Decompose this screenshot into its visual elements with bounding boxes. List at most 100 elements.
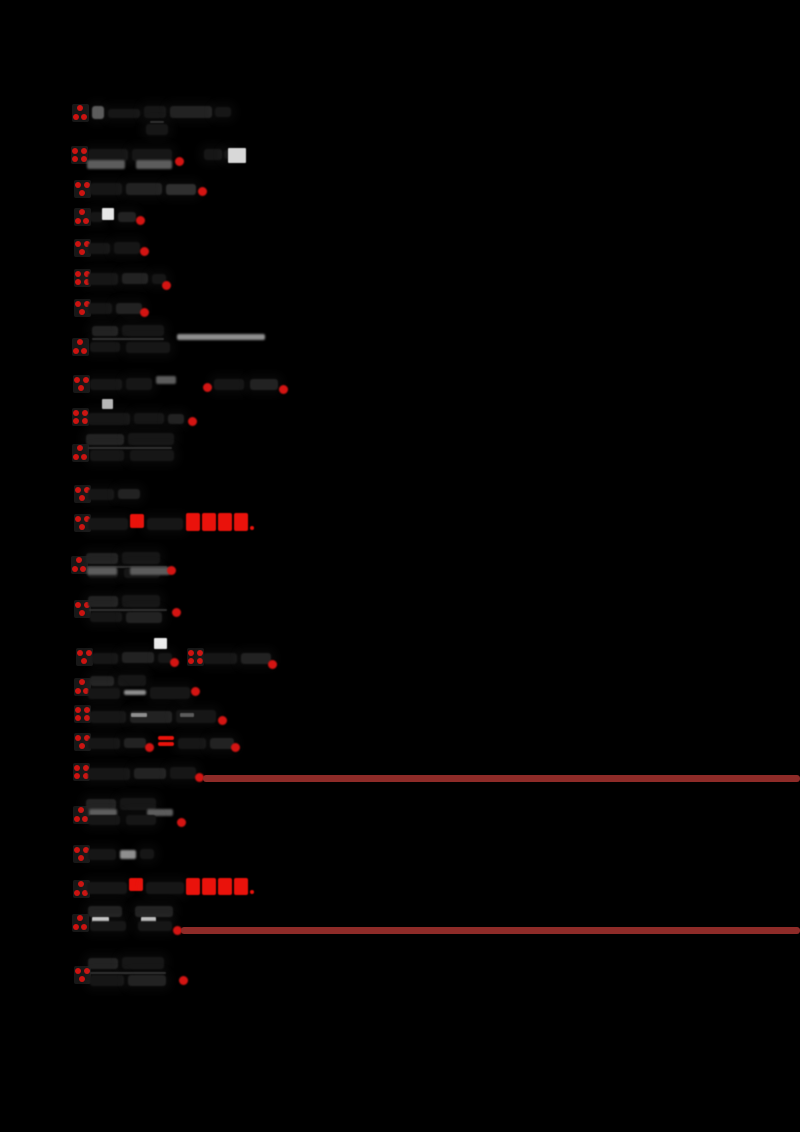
- red-stamp: [186, 513, 254, 531]
- marker-dot-icon: [78, 881, 84, 887]
- red-stamp-period-dot: [250, 526, 254, 530]
- red-check-dot: [177, 818, 186, 827]
- marker-dot-icon: [84, 279, 90, 285]
- marker-dot-icon: [82, 410, 88, 416]
- equation-ink-stroke: [90, 450, 124, 461]
- equation-ink-stroke: [178, 738, 206, 749]
- red-check-dot: [172, 608, 181, 617]
- equation-ink-stroke: [92, 653, 118, 664]
- fraction-bar: [88, 447, 172, 449]
- marker-dot-icon: [73, 454, 79, 460]
- red-stamp-glyph: [202, 878, 216, 895]
- equation-ink-stroke: [86, 434, 124, 445]
- fraction-bar: [150, 121, 164, 123]
- red-check-dot: [279, 385, 288, 394]
- equation-ink-stroke: [132, 149, 172, 161]
- red-pen-mark: [130, 514, 144, 528]
- equation-ink-stroke: [204, 149, 222, 160]
- equation-ink-stroke: [88, 738, 120, 749]
- equation-ink-stroke: [114, 242, 140, 254]
- red-check-dot: [268, 660, 277, 669]
- equation-ink-stroke: [170, 767, 196, 779]
- marker-dot-icon: [75, 271, 81, 277]
- equation-ink-stroke: [250, 379, 278, 390]
- red-check-dot: [179, 976, 188, 985]
- red-check-dot: [162, 281, 171, 290]
- eraser-smudge: [87, 160, 125, 169]
- equation-ink-stroke: [88, 303, 112, 314]
- white-paper-speck: [228, 148, 246, 163]
- equation-ink-stroke: [130, 450, 174, 461]
- marker-dot-icon: [84, 241, 90, 247]
- fraction-bar: [87, 566, 167, 568]
- white-paper-speck: [154, 638, 167, 649]
- eraser-smudge: [120, 850, 136, 859]
- marker-dot-icon: [84, 602, 90, 608]
- marker-dot-icon: [82, 890, 88, 896]
- marker-dot-icon: [79, 249, 85, 255]
- marker-dot-icon: [81, 156, 87, 162]
- eraser-smudge: [147, 809, 173, 816]
- fraction-bar: [92, 338, 164, 340]
- problem-marker: [74, 299, 91, 317]
- problem-marker: [74, 208, 91, 226]
- equation-ink-stroke: [88, 958, 118, 969]
- fraction-bar: [180, 713, 194, 717]
- red-check-dot: [218, 716, 227, 725]
- equation-ink-stroke: [140, 849, 154, 859]
- red-check-dot: [140, 308, 149, 317]
- red-stamp-glyph: [186, 513, 200, 531]
- marker-dot-icon: [79, 209, 85, 215]
- equation-ink-stroke: [146, 882, 184, 894]
- marker-dot-icon: [75, 182, 81, 188]
- equation-ink-stroke: [120, 798, 156, 810]
- marker-dot-icon: [77, 915, 83, 921]
- red-check-dot: [195, 773, 204, 782]
- marker-dot-icon: [84, 487, 90, 493]
- equation-ink-stroke: [122, 595, 160, 607]
- marker-dot-icon: [72, 156, 78, 162]
- problem-marker: [72, 444, 89, 462]
- equation-ink-stroke: [122, 273, 148, 284]
- red-stamp-glyph: [186, 878, 200, 895]
- marker-dot-icon: [75, 602, 81, 608]
- equation-ink-stroke: [88, 413, 130, 425]
- equation-ink-stroke: [210, 738, 234, 749]
- marker-dot-icon: [77, 650, 83, 656]
- red-check-dot: [198, 187, 207, 196]
- problem-marker: [74, 733, 91, 751]
- marker-dot-icon: [75, 688, 81, 694]
- marker-dot-icon: [81, 454, 87, 460]
- equation-ink-stroke: [150, 687, 190, 699]
- eraser-smudge: [124, 690, 146, 695]
- eraser-smudge: [130, 567, 170, 575]
- equation-ink-stroke: [124, 738, 146, 748]
- marker-dot-icon: [75, 241, 81, 247]
- equation-ink-stroke: [170, 106, 212, 118]
- marker-dot-icon: [80, 566, 86, 572]
- marker-dot-icon: [83, 377, 89, 383]
- problem-marker: [74, 705, 91, 723]
- marker-dot-icon: [75, 487, 81, 493]
- problem-marker: [72, 104, 89, 122]
- red-check-dot: [136, 216, 145, 225]
- red-pen-mark: [158, 736, 174, 740]
- equation-ink-stroke: [90, 342, 120, 352]
- red-stamp-glyph: [218, 878, 232, 895]
- marker-dot-icon: [84, 715, 90, 721]
- marker-dot-icon: [79, 679, 85, 685]
- equation-ink-stroke: [138, 921, 172, 931]
- marker-dot-icon: [83, 218, 89, 224]
